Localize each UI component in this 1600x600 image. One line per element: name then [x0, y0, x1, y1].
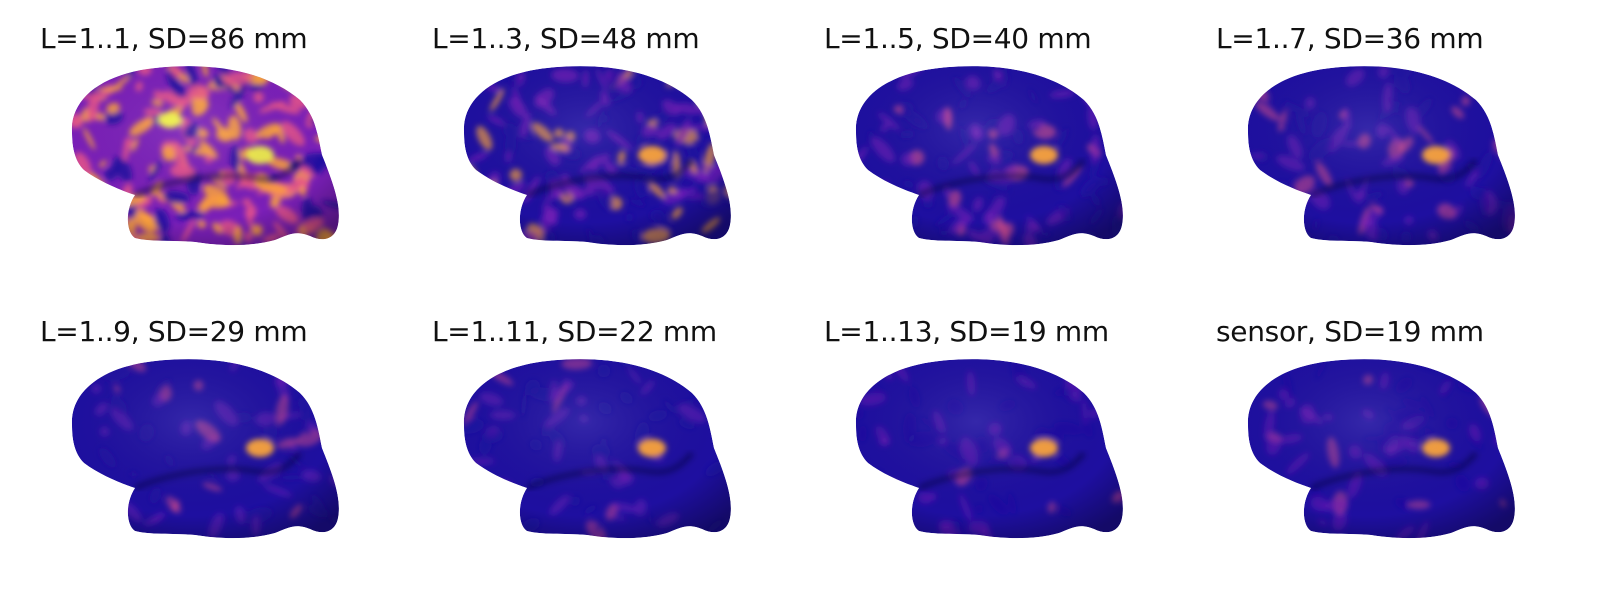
brain-surface: [463, 359, 731, 539]
panel: L=1..11, SD=22 mm: [432, 293, 824, 593]
panel-title: L=1..3, SD=48 mm: [432, 22, 700, 55]
panel-title: L=1..9, SD=29 mm: [40, 315, 308, 348]
panel-title: L=1..11, SD=22 mm: [432, 315, 717, 348]
brain-surface: [855, 66, 1123, 246]
panel: L=1..3, SD=48 mm: [432, 0, 824, 300]
panel: L=1..13, SD=19 mm: [824, 293, 1216, 593]
brain-surface: [1247, 66, 1515, 246]
brain-surface: [1247, 359, 1515, 539]
panel: L=1..9, SD=29 mm: [40, 293, 432, 593]
panel-title: sensor, SD=19 mm: [1216, 315, 1484, 348]
brain-surface: [463, 66, 731, 246]
panel: L=1..7, SD=36 mm: [1216, 0, 1600, 300]
panel-title: L=1..5, SD=40 mm: [824, 22, 1092, 55]
panel-title: L=1..13, SD=19 mm: [824, 315, 1109, 348]
panel-title: L=1..1, SD=86 mm: [40, 22, 308, 55]
panel: L=1..5, SD=40 mm: [824, 0, 1216, 300]
brain-surface: [71, 359, 339, 539]
panel: sensor, SD=19 mm: [1216, 293, 1600, 593]
brain-surface: [855, 359, 1123, 539]
panel: L=1..1, SD=86 mm: [40, 0, 432, 300]
panel-title: L=1..7, SD=36 mm: [1216, 22, 1484, 55]
brain-surface: [71, 66, 339, 246]
